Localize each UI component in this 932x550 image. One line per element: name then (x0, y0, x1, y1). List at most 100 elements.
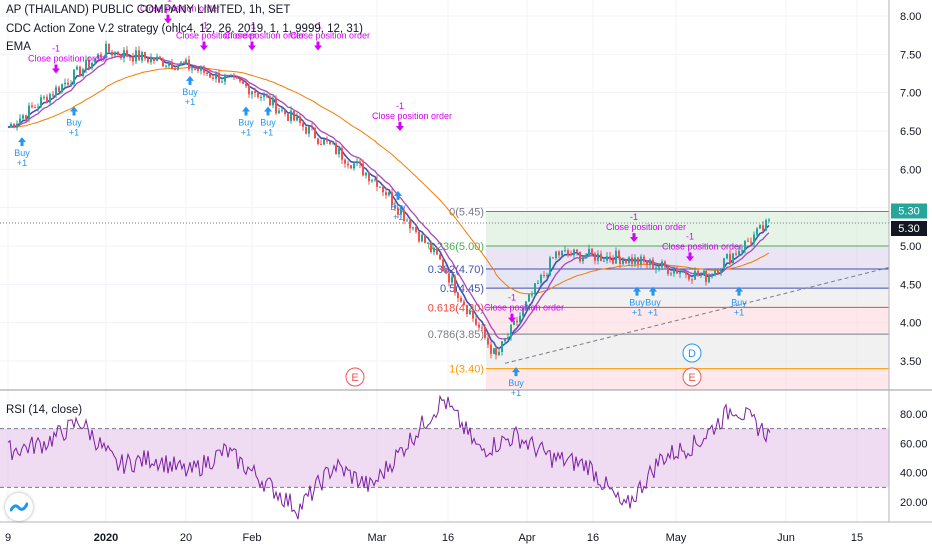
buy-arrow-icon (264, 106, 272, 116)
candle-body (504, 339, 506, 342)
candle-body (335, 143, 337, 155)
rsi-axis-tick: 20.00 (900, 497, 928, 509)
candle-body (191, 68, 193, 70)
strategy-label[interactable]: CDC Action Zone V.2 strategy (ohlc4, 12,… (6, 23, 363, 35)
last-price-tag (891, 203, 927, 219)
candle-body (159, 56, 161, 59)
buy-count: +1 (734, 308, 744, 318)
candle-body (379, 186, 381, 188)
candle-body (224, 75, 226, 82)
candle-body (43, 96, 45, 98)
candle-body (391, 192, 393, 206)
candle-body (123, 50, 125, 59)
candle-body (108, 43, 110, 52)
time-axis-tick: Mar (368, 532, 387, 544)
candle-body (141, 52, 143, 61)
candle-body (97, 54, 99, 59)
buy-label: Buy (390, 202, 406, 212)
buy-label: Buy (645, 298, 661, 308)
candle-body (275, 97, 277, 114)
candle-body (263, 95, 265, 97)
close-count: -1 (314, 21, 322, 31)
candle-body (269, 96, 271, 106)
candle-body (132, 57, 134, 62)
candle-body (227, 75, 229, 77)
candle-body (374, 179, 376, 181)
fib-level-label: 0.786(3.85) (428, 329, 484, 341)
fib-zone (486, 288, 889, 308)
fib-level-label: 1(3.40) (449, 364, 484, 376)
buy-arrow-icon (735, 286, 743, 296)
close-arrow-icon (630, 233, 638, 243)
price-axis-tick: 4.00 (900, 318, 921, 330)
candle-body (424, 234, 426, 243)
candle-body (555, 251, 557, 259)
candle-body (646, 261, 648, 265)
ema-label[interactable]: EMA (6, 41, 31, 53)
candle-body (403, 209, 405, 222)
candle-body (606, 256, 608, 261)
candle-body (615, 250, 617, 264)
candle-body (537, 282, 539, 284)
candle-body (567, 250, 569, 255)
buy-label: Buy (260, 118, 276, 128)
candle-body (25, 115, 27, 119)
fib-zone (486, 307, 889, 335)
candle-body (257, 93, 259, 98)
candle-body (382, 186, 384, 193)
rsi-label[interactable]: RSI (14, close) (6, 404, 83, 416)
candle-body (120, 55, 122, 59)
candle-body (534, 283, 536, 295)
candle-body (356, 161, 358, 164)
candle-body (260, 96, 262, 98)
close-count: -1 (52, 44, 60, 54)
candle-body (64, 82, 66, 85)
candle-body (31, 105, 33, 108)
candle-body (753, 234, 755, 243)
candle-body (619, 257, 621, 264)
candle-body (519, 315, 521, 323)
candle-body (281, 109, 283, 111)
time-axis-tick: 15 (851, 532, 863, 544)
candle-body (448, 273, 450, 283)
candle-body (409, 220, 411, 229)
candle-body (433, 247, 435, 253)
candle-body (103, 56, 105, 58)
close-count: -1 (686, 231, 694, 241)
ema-slow-line (7, 67, 770, 295)
candle-body (469, 311, 471, 315)
candle-body (236, 76, 238, 79)
price-axis-tick: 4.50 (900, 279, 921, 291)
candle-body (729, 254, 731, 264)
candle-body (174, 68, 176, 70)
candle-body (652, 259, 654, 270)
rsi-axis-tick: 40.00 (900, 468, 928, 480)
candle-body (194, 68, 196, 70)
candle-body (91, 62, 93, 69)
price-axis-tick: 7.50 (900, 49, 921, 61)
candle-body (759, 225, 761, 229)
candle-body (597, 253, 599, 261)
price-axis-tick: 8.00 (900, 11, 921, 23)
time-axis-tick: 16 (587, 532, 599, 544)
candle-body (564, 250, 566, 252)
candle-body (682, 271, 684, 273)
candle-body (105, 43, 107, 57)
candle-body (52, 94, 54, 96)
buy-label: Buy (14, 148, 30, 158)
buy-arrow-icon (70, 106, 78, 116)
candle-body (245, 83, 247, 86)
candle-body (466, 305, 468, 315)
tradingview-logo-icon[interactable] (5, 493, 33, 521)
candle-body (302, 122, 304, 127)
candle-body (206, 72, 208, 74)
candle-body (126, 50, 128, 57)
candle-body (400, 209, 402, 215)
buy-count: +1 (393, 212, 403, 222)
close-order-label: Close position order (662, 241, 742, 251)
candle-body (239, 78, 241, 82)
candle-body (631, 257, 633, 264)
candle-body (308, 126, 310, 134)
candle-body (147, 58, 149, 63)
